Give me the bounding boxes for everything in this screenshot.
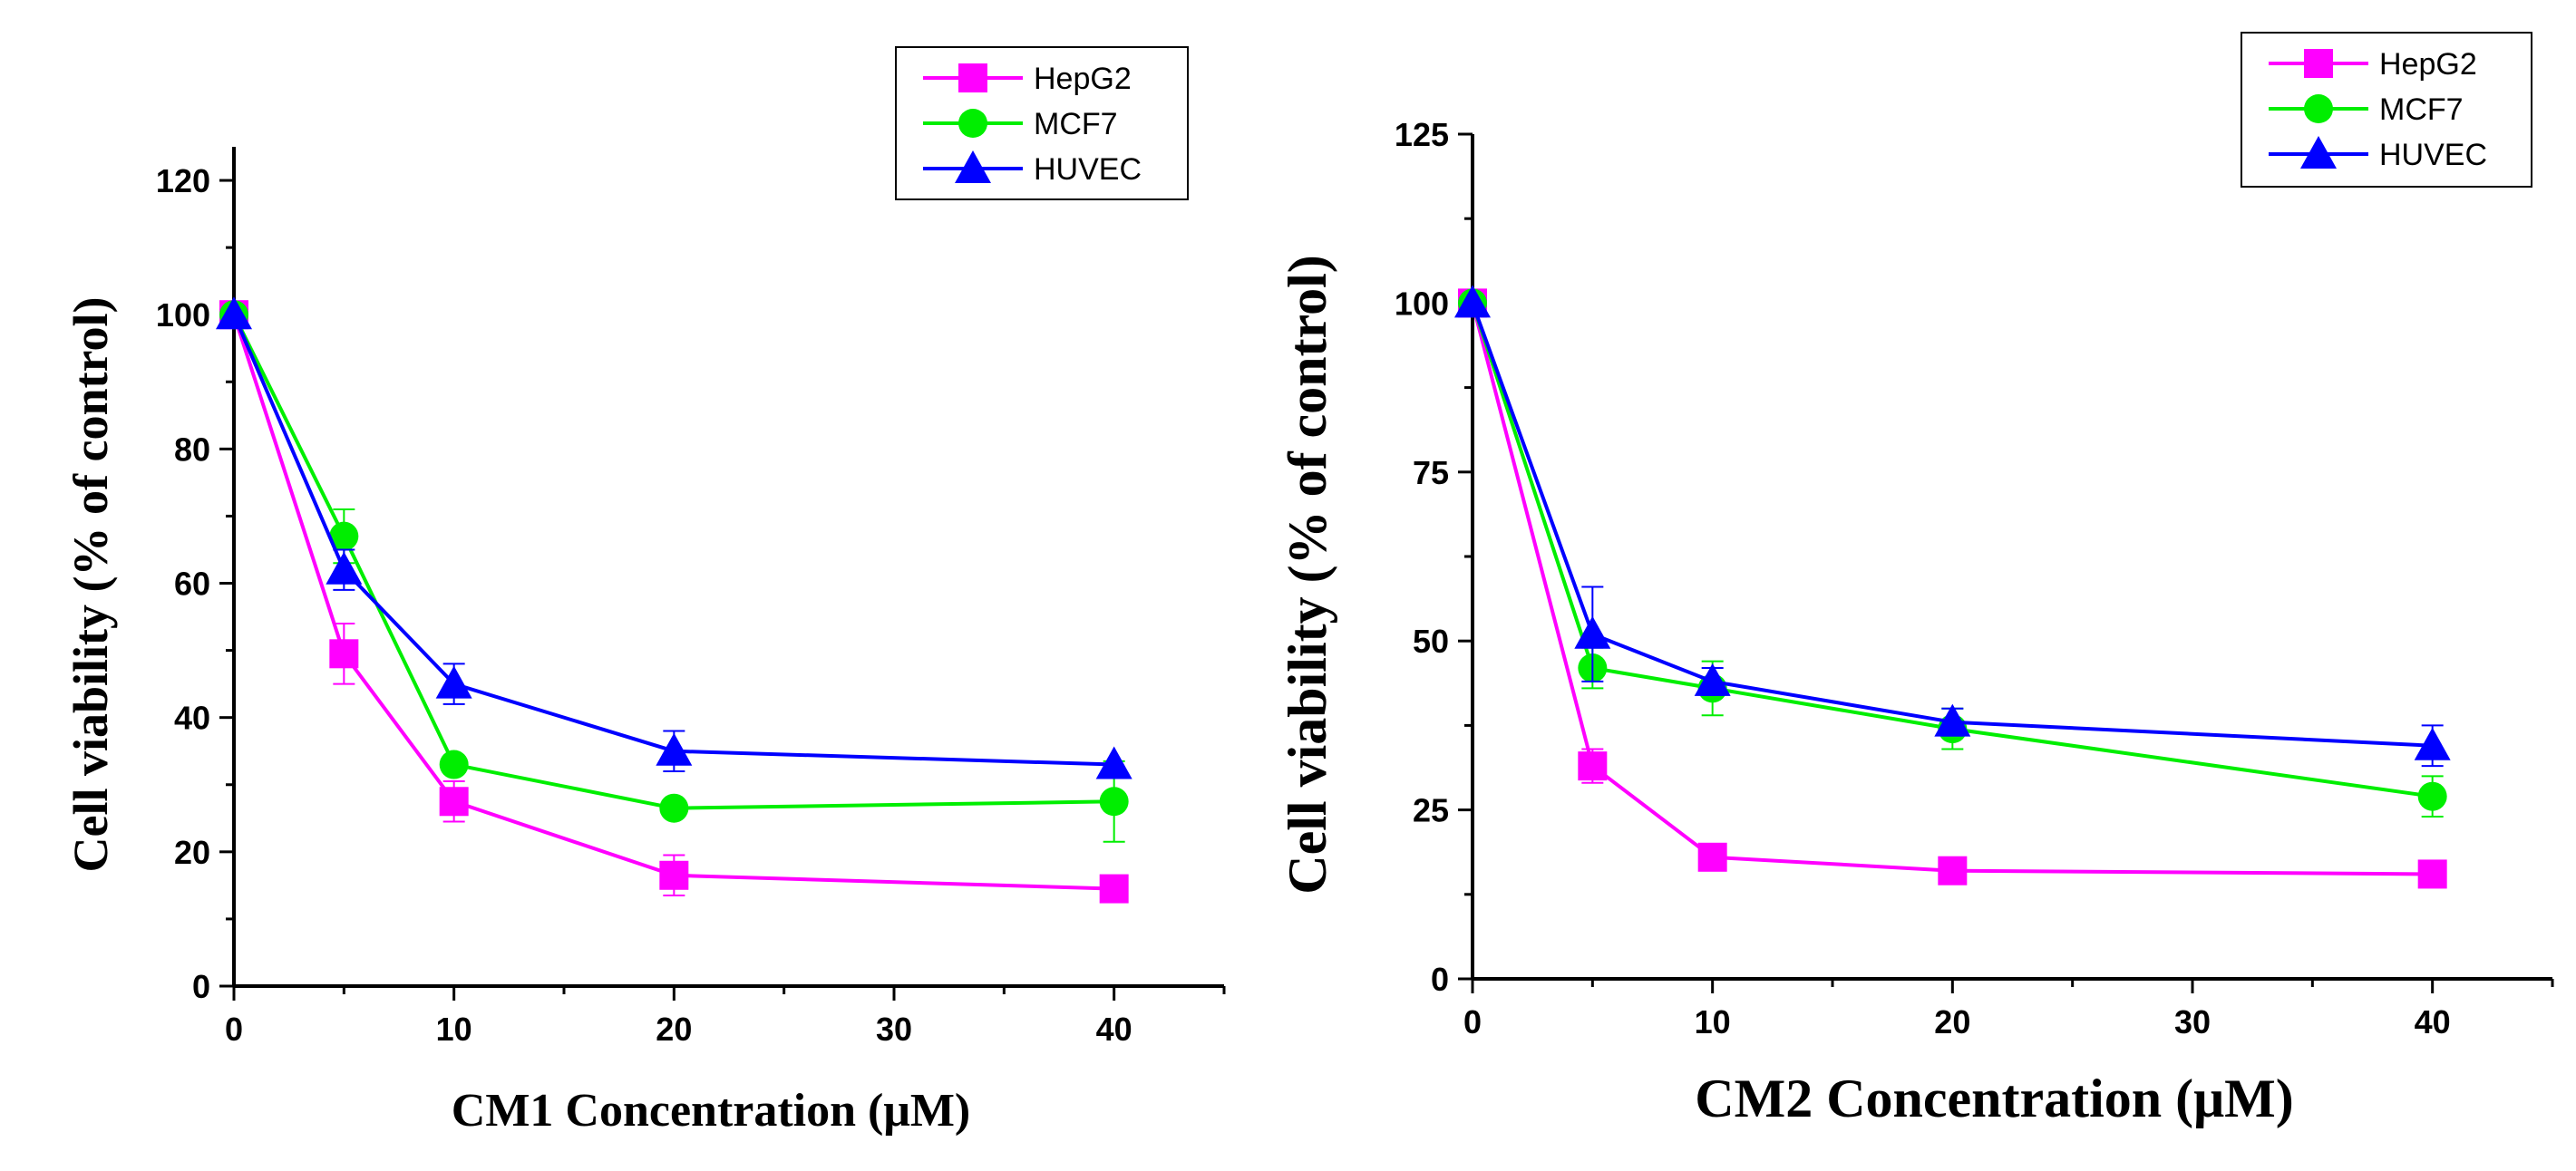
x-tick-label: 20: [656, 1011, 692, 1048]
chart-1: 0 10 20 30 40 0 20 40 60 80 100 120 CM1 Concentratio…: [63, 46, 1226, 1137]
x-axis-title: CM2 Concentration (μM): [1695, 1069, 2294, 1128]
data-point: [329, 521, 359, 551]
x-tick-label: 40: [2415, 1003, 2451, 1040]
data-point: [656, 732, 693, 766]
data-point: [1099, 787, 1129, 817]
legend: HepG2 MCF7 HUVEC: [2241, 32, 2532, 188]
x-tick-label: 30: [876, 1011, 912, 1048]
data-point: [2417, 859, 2447, 889]
legend-marker: [2300, 136, 2337, 169]
data-point: [435, 665, 472, 699]
legend-marker: [2304, 94, 2333, 123]
series-huvec: [1454, 285, 2451, 768]
y-tick-label: 100: [156, 296, 210, 334]
y-tick-label: 120: [156, 162, 210, 199]
y-tick-label: 75: [1413, 454, 1449, 491]
legend-marker: [955, 150, 991, 183]
y-tick-label: 0: [192, 968, 210, 1005]
legend: HepG2 MCF7 HUVEC: [895, 46, 1189, 200]
x-tick-label: 30: [2174, 1003, 2211, 1040]
y-tick-label: 80: [174, 431, 210, 468]
y-tick-label: 25: [1413, 792, 1449, 829]
series-line: [232, 314, 1114, 767]
x-tick-label: 10: [436, 1011, 472, 1048]
y-tick-label: 125: [1395, 116, 1449, 153]
y-axis-title: Cell viability (% of control): [63, 297, 118, 873]
legend-label: HUVEC: [2379, 138, 2487, 172]
y-tick-label: 100: [1395, 285, 1449, 322]
data-point: [439, 750, 469, 779]
legend-marker: [2304, 49, 2333, 78]
series-line: [1471, 302, 2433, 748]
y-tick-label: 20: [174, 834, 210, 871]
legend-marker: [958, 109, 987, 138]
data-point: [1578, 751, 1608, 781]
legend-label: HepG2: [2379, 47, 2477, 82]
x-tick-label: 20: [1934, 1003, 1970, 1040]
y-tick-label: 60: [174, 566, 210, 603]
data-point: [1574, 615, 1611, 649]
data-point: [329, 639, 359, 669]
data-point: [216, 296, 252, 330]
y-tick-label: 50: [1413, 623, 1449, 660]
legend-marker: [958, 63, 987, 92]
y-tick-label: 40: [174, 700, 210, 737]
data-point: [1095, 746, 1132, 779]
y-tick-label: 0: [1431, 961, 1449, 998]
data-point: [1934, 703, 1971, 737]
series-line: [1471, 302, 2433, 876]
x-tick-label: 10: [1695, 1003, 1731, 1040]
chart-2: 0 10 20 30 40 0 25 50 75 100 125 CM2 Concentration …: [1278, 32, 2554, 1128]
data-point: [1938, 856, 1968, 886]
series-huvec: [216, 296, 1132, 779]
x-tick-label: 0: [1463, 1003, 1482, 1040]
series-hepg2: [1458, 288, 2447, 889]
data-point: [326, 551, 363, 585]
data-point: [1694, 663, 1731, 696]
y-axis-title: Cell viability (% of control): [1278, 255, 1337, 894]
legend-label: MCF7: [1034, 107, 1118, 141]
x-axis-title: CM1 Concentration (μM): [452, 1085, 970, 1137]
x-tick-label: 40: [1096, 1011, 1132, 1048]
data-point: [1454, 285, 1491, 318]
data-point: [2414, 727, 2451, 760]
legend-label: HepG2: [1034, 62, 1132, 96]
data-point: [439, 787, 469, 817]
legend-label: MCF7: [2379, 92, 2464, 127]
data-point: [1099, 874, 1129, 904]
x-tick-label: 0: [225, 1011, 243, 1048]
data-point: [659, 793, 689, 823]
legend-label: HUVEC: [1034, 152, 1142, 187]
data-point: [2417, 781, 2447, 811]
data-point: [659, 860, 689, 890]
data-point: [1697, 842, 1727, 872]
